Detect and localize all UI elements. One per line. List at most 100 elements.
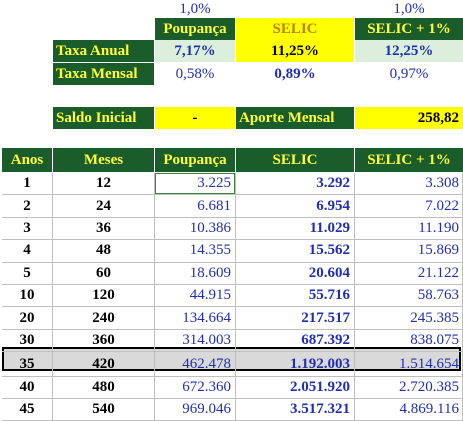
cell-meses[interactable]: 60 [96, 264, 111, 281]
grid-line [236, 398, 354, 399]
highlighted-row-frame [2, 347, 461, 371]
table-header-meses[interactable]: Meses [53, 148, 154, 172]
cell-anos[interactable]: 3 [23, 219, 31, 236]
grid-line-vertical [354, 173, 355, 421]
cell-meses[interactable]: 540 [92, 401, 115, 418]
grid-line [2, 216, 52, 218]
cell-meses[interactable]: 12 [96, 175, 111, 192]
cell-selic[interactable]: 11.029 [309, 219, 350, 236]
cell-anos[interactable]: 40 [19, 378, 35, 395]
grid-line [53, 375, 154, 377]
top-poupanca-percent[interactable]: 1,0% [179, 0, 211, 17]
cell-anos[interactable]: 10 [19, 287, 35, 304]
cell-selic-plus[interactable]: 58.763 [417, 287, 459, 304]
cell-poupanca[interactable]: 672.360 [182, 378, 231, 395]
cell-selic[interactable]: 20.604 [308, 264, 350, 281]
cell-selic-plus[interactable]: 21.122 [417, 264, 459, 281]
cell-poupanca[interactable]: 134.664 [182, 309, 231, 326]
grid-line [155, 261, 235, 263]
cell-poupanca[interactable]: 10.386 [189, 219, 231, 236]
cell-anos[interactable]: 35 [19, 356, 35, 373]
grid-line [53, 261, 154, 263]
cell-selic[interactable]: 217.517 [301, 309, 350, 326]
grid-line [155, 194, 235, 196]
cell-selic[interactable]: 2.051.920 [290, 378, 350, 395]
cell-selic[interactable]: 1.192.003 [290, 356, 350, 373]
cell-anos[interactable]: 1 [23, 175, 31, 192]
aporte-mensal-label[interactable]: Aporte Mensal [236, 107, 354, 129]
cell-selic[interactable]: 3.517.321 [290, 401, 350, 418]
cell-anos[interactable]: 5 [23, 264, 31, 281]
grid-line [355, 351, 463, 353]
annual-rate-selic[interactable]: 11,25% [236, 40, 354, 62]
cell-meses[interactable]: 48 [96, 242, 111, 259]
cell-poupanca[interactable]: 18.609 [189, 264, 231, 281]
grid-line [155, 239, 235, 241]
cell-meses[interactable]: 240 [92, 309, 115, 326]
cell-selic[interactable]: 15.562 [308, 242, 350, 259]
grid-line [53, 284, 154, 285]
cell-poupanca[interactable]: 969.046 [182, 401, 231, 418]
cell-meses[interactable]: 420 [92, 356, 115, 373]
cell-selic-plus[interactable]: 4.869.116 [399, 401, 459, 418]
annual-rate-selic-plus[interactable]: 12,25% [355, 40, 463, 62]
grid-line [53, 194, 154, 196]
cell-meses[interactable]: 360 [92, 331, 115, 348]
cell-selic[interactable]: 6.954 [316, 197, 350, 214]
grid-line [236, 216, 354, 218]
monthly-rate-selic-plus[interactable]: 0,97% [389, 65, 429, 82]
grid-line [155, 398, 235, 399]
cell-poupanca[interactable]: 14.355 [189, 242, 231, 259]
cell-selic-plus[interactable]: 15.869 [417, 242, 459, 259]
grid-line [155, 328, 235, 330]
grid-line [53, 351, 154, 353]
cell-poupanca[interactable]: 3.225 [155, 173, 235, 195]
top-selic-plus-percent[interactable]: 1,0% [393, 0, 425, 17]
cell-meses[interactable]: 36 [96, 219, 111, 236]
cell-selic[interactable]: 3.292 [316, 175, 350, 192]
grid-line [53, 216, 154, 218]
monthly-rate-label[interactable]: Taxa Mensal [53, 63, 154, 85]
aporte-mensal-value[interactable]: 258,82 [355, 107, 463, 129]
grid-line-vertical [154, 173, 155, 421]
cell-anos[interactable]: 45 [19, 401, 35, 418]
cell-poupanca[interactable]: 462.478 [182, 356, 231, 373]
grid-line [236, 328, 354, 330]
table-header-selic-plus[interactable]: SELIC + 1% [355, 148, 463, 172]
table-header-anos[interactable]: Anos [2, 148, 52, 172]
saldo-inicial-label[interactable]: Saldo Inicial [53, 107, 154, 129]
cell-anos[interactable]: 2 [23, 197, 31, 214]
cell-poupanca[interactable]: 6.681 [197, 197, 231, 214]
monthly-rate-poupanca[interactable]: 0,58% [175, 65, 215, 82]
cell-selic-plus[interactable]: 11.190 [418, 219, 459, 236]
grid-line [355, 398, 463, 399]
table-header-poupanca[interactable]: Poupança [155, 148, 235, 172]
cell-selic-plus[interactable]: 245.385 [410, 309, 459, 326]
cell-selic-plus[interactable]: 7.022 [425, 197, 459, 214]
cell-selic-plus[interactable]: 1.514.654 [399, 356, 459, 373]
cell-meses[interactable]: 120 [92, 287, 115, 304]
cell-meses[interactable]: 24 [96, 197, 111, 214]
cell-selic-plus[interactable]: 838.075 [410, 331, 459, 348]
rates-header-poupanca[interactable]: Poupança [155, 18, 235, 40]
cell-selic[interactable]: 55.716 [308, 287, 350, 304]
cell-poupanca[interactable]: 314.003 [182, 331, 231, 348]
cell-anos[interactable]: 30 [19, 331, 35, 348]
grid-line [53, 239, 154, 241]
cell-selic-plus[interactable]: 2.720.385 [399, 378, 459, 395]
cell-anos[interactable]: 20 [19, 309, 35, 326]
cell-poupanca[interactable]: 44.915 [189, 287, 231, 304]
cell-selic-plus[interactable]: 3.308 [425, 175, 459, 192]
rates-header-selic-plus[interactable]: SELIC + 1% [355, 18, 463, 40]
annual-rate-label[interactable]: Taxa Anual [53, 40, 154, 62]
cell-meses[interactable]: 480 [92, 378, 115, 395]
monthly-rate-selic[interactable]: 0,89% [274, 65, 316, 82]
saldo-inicial-value[interactable]: - [155, 107, 235, 129]
cell-anos[interactable]: 4 [23, 242, 31, 259]
grid-line [2, 375, 52, 377]
grid-line [155, 216, 235, 218]
annual-rate-poupanca[interactable]: 7,17% [155, 40, 235, 62]
cell-selic[interactable]: 687.392 [301, 331, 350, 348]
rates-header-selic[interactable]: SELIC [236, 18, 354, 40]
table-header-selic[interactable]: SELIC [236, 148, 354, 172]
